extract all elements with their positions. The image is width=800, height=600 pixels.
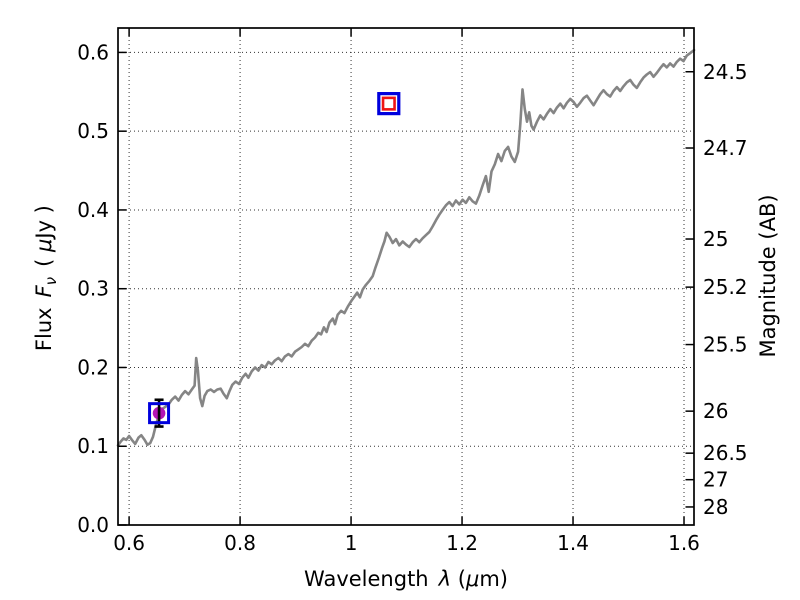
x-axis-unit-open: ( — [457, 567, 466, 591]
tick-labels: 0.6 0.8 1 1.2 1.4 1.6 0.0 0.1 0.2 0.3 0.4 0.5 0.6 24.… — [77, 40, 747, 555]
outer-square-marker — [377, 92, 401, 116]
x-axis-mu-symbol: μ — [465, 567, 480, 591]
flux-unit-close: Jy ) — [31, 205, 56, 239]
x-tick-label: 1 — [345, 531, 358, 555]
x-axis-label-word: Wavelength — [304, 567, 429, 591]
x-axis-lambda-symbol: λ — [438, 567, 452, 591]
flux-tick-label: 0.2 — [77, 355, 109, 379]
mag-tick-label: 28 — [703, 495, 728, 519]
mag-tick-label: 24.5 — [703, 60, 748, 84]
spectrum-line — [116, 48, 696, 447]
mag-tick-label: 25.5 — [703, 333, 748, 357]
x-tick-label: 1.2 — [446, 531, 478, 555]
flux-unit-open: ( — [31, 252, 56, 267]
flux-tick-label: 0.1 — [77, 434, 109, 458]
mag-tick-label: 26 — [703, 399, 728, 423]
flux-tick-label: 0.0 — [77, 513, 109, 537]
flux-mu-symbol: μ — [31, 238, 56, 252]
flux-tick-label: 0.5 — [77, 119, 109, 143]
photometry-point-1 — [148, 398, 171, 428]
gridlines — [118, 28, 694, 525]
plot-frame — [117, 27, 695, 526]
x-tick-label: 1.6 — [668, 531, 700, 555]
flux-nu-subscript: ν — [42, 276, 61, 286]
mag-tick-label: 26.5 — [703, 441, 748, 465]
y-axis-label-magnitude: Magnitude (AB) — [756, 126, 780, 426]
mag-tick-label: 27 — [703, 468, 728, 492]
flux-F-symbol: F — [31, 285, 56, 298]
x-tick-label: 1.4 — [557, 531, 589, 555]
flux-tick-label: 0.3 — [77, 277, 109, 301]
x-tick-label: 0.6 — [113, 531, 145, 555]
ticks — [118, 28, 694, 526]
mag-tick-label: 24.7 — [703, 136, 748, 160]
x-tick-label: 0.8 — [224, 531, 256, 555]
x-axis-label: Wavelength λ (μm) — [106, 567, 706, 591]
flux-label-word: Flux — [31, 307, 56, 352]
photometry-point-2 — [377, 92, 401, 116]
outer-square-marker — [148, 402, 171, 425]
flux-tick-label: 0.6 — [77, 40, 109, 64]
flux-tick-label: 0.4 — [77, 198, 109, 222]
y-axis-label-flux: Flux Fν ( μJy ) — [32, 128, 60, 428]
mag-tick-label: 25 — [703, 227, 728, 251]
inner-square-marker — [381, 96, 396, 111]
x-axis-unit-close: m) — [479, 567, 508, 591]
mag-tick-label: 25.2 — [703, 275, 748, 299]
magnitude-label-text: Magnitude (AB) — [756, 194, 780, 358]
